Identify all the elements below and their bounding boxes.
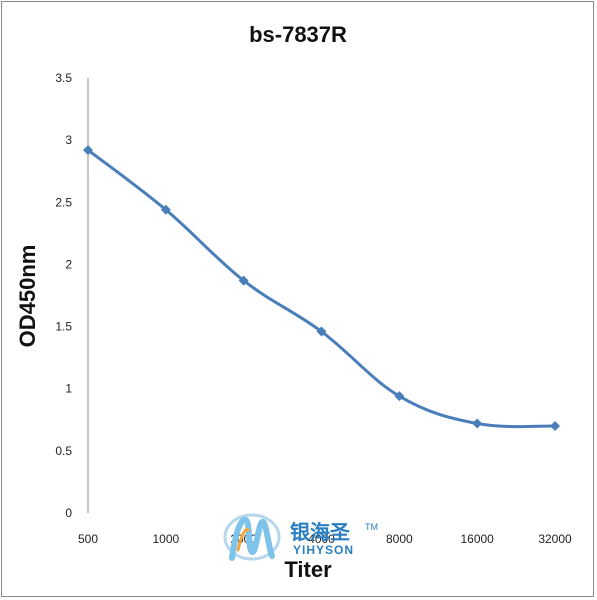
- logo-accent-icon: [236, 528, 250, 552]
- logo-english-text: YIHYSON: [293, 543, 354, 557]
- y-tick-label: 2.5: [55, 195, 72, 209]
- data-point-marker: [316, 326, 327, 337]
- logo-wave-icon: [229, 516, 275, 561]
- y-tick-label: 1: [65, 382, 72, 396]
- y-tick-label: 3: [65, 133, 72, 147]
- x-tick-label: 1000: [152, 532, 179, 546]
- y-tick-label: 2: [65, 257, 72, 271]
- data-point-marker: [472, 418, 483, 429]
- chart-title: bs-7837R: [249, 22, 347, 47]
- yihyson-logo: 银海圣 TM YIHYSON: [223, 513, 378, 561]
- y-tick-labels: 0 0.5 1 1.5 2 2.5 3 3.5: [55, 71, 72, 520]
- data-point-marker: [394, 391, 405, 402]
- x-tick-label: 500: [78, 532, 98, 546]
- y-axis-title: OD450nm: [15, 245, 40, 348]
- y-tick-label: 0.5: [55, 444, 72, 458]
- data-point-marker: [160, 204, 171, 215]
- x-tick-label: 4000: [308, 532, 335, 546]
- data-point-marker: [238, 275, 249, 286]
- logo-ring-icon: [223, 513, 281, 561]
- x-tick-label: 8000: [386, 532, 413, 546]
- y-tick-label: 3.5: [55, 71, 72, 85]
- y-tick-label: 1.5: [55, 320, 72, 334]
- x-axis-title: Titer: [284, 557, 332, 582]
- logo-chinese-text: 银海圣: [290, 520, 351, 544]
- series-line: [86, 148, 557, 429]
- data-point-marker: [83, 145, 93, 156]
- series-markers: [83, 145, 560, 431]
- y-tick-label: 0: [65, 506, 72, 520]
- data-point-marker: [550, 421, 560, 431]
- x-tick-label: 16000: [460, 532, 494, 546]
- x-tick-label: 32000: [538, 532, 572, 546]
- logo-trademark: TM: [365, 522, 378, 532]
